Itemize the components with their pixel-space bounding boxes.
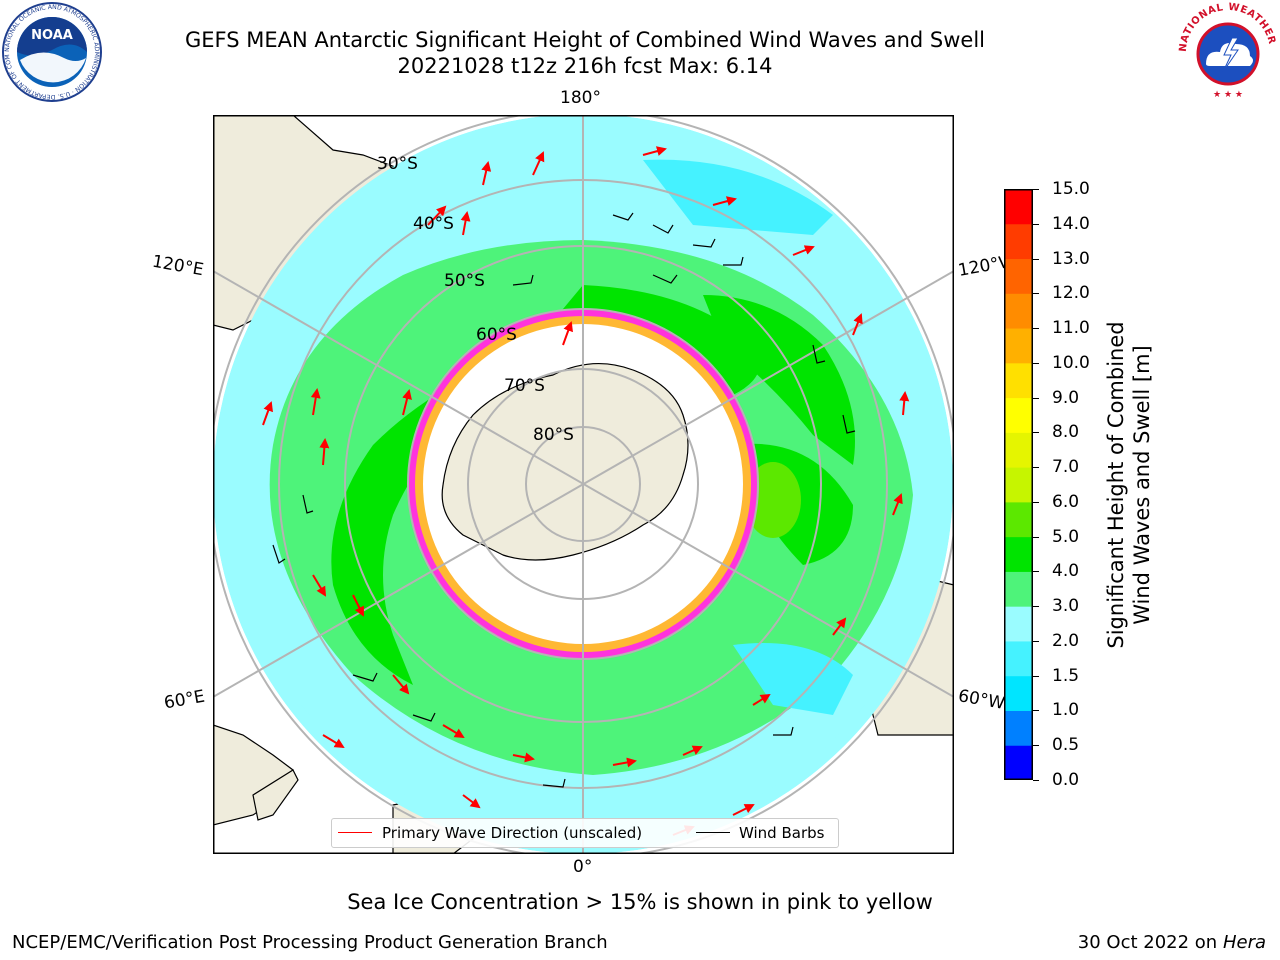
lon-label-0: 0° bbox=[573, 857, 593, 877]
colorbar-tick-label: 6.0 bbox=[1052, 491, 1080, 512]
colorbar-segment bbox=[1004, 640, 1033, 677]
lat-label-30s: 30°S bbox=[377, 154, 418, 174]
map-legend: Primary Wave Direction (unscaled) Wind B… bbox=[331, 818, 839, 848]
wave-direction-legend-label: Primary Wave Direction (unscaled) bbox=[382, 824, 643, 842]
noaa-logo-icon: NATIONAL OCEANIC AND ATMOSPHERIC ADMINIS… bbox=[2, 2, 102, 102]
colorbar-segment bbox=[1004, 328, 1033, 364]
lon-label-120e: 120°E bbox=[150, 251, 206, 281]
colorbar-segment bbox=[1004, 432, 1033, 468]
lat-label-50s: 50°S bbox=[444, 271, 485, 291]
colorbar bbox=[1004, 189, 1033, 780]
lon-label-180: 180° bbox=[560, 88, 601, 108]
colorbar-tick-mark bbox=[1033, 293, 1039, 295]
madagascar bbox=[252, 769, 299, 821]
wave-direction-legend-line bbox=[338, 832, 372, 833]
colorbar-tick-label: 3.0 bbox=[1052, 596, 1080, 617]
colorbar-tick-mark bbox=[1033, 571, 1039, 573]
lat-label-70s: 70°S bbox=[504, 376, 545, 396]
noaa-logo-text: NOAA bbox=[31, 28, 73, 43]
lat-label-60s: 60°S bbox=[476, 325, 517, 345]
colorbar-tick-label: 11.0 bbox=[1052, 318, 1090, 339]
colorbar-tick-label: 1.5 bbox=[1052, 665, 1080, 686]
wave-height-map bbox=[213, 115, 954, 854]
colorbar-tick-label: 9.0 bbox=[1052, 387, 1080, 408]
lat-label-40s: 40°S bbox=[413, 214, 454, 234]
colorbar-tick-label: 14.0 bbox=[1052, 213, 1090, 234]
colorbar-segment bbox=[1004, 710, 1033, 746]
lon-label-60w: 60°W bbox=[956, 686, 1007, 714]
nws-logo-icon: NATIONAL WEATHER SERVICE ★ ★ ★ bbox=[1176, 0, 1278, 102]
colorbar-tick-label: 5.0 bbox=[1052, 526, 1080, 547]
colorbar-tick-label: 12.0 bbox=[1052, 283, 1090, 304]
colorbar-segment bbox=[1004, 745, 1033, 780]
colorbar-tick-mark bbox=[1033, 536, 1039, 538]
colorbar-tick-label: 7.0 bbox=[1052, 457, 1080, 478]
lon-label-60e: 60°E bbox=[162, 686, 207, 714]
wave-direction-arrows bbox=[262, 146, 910, 836]
colorbar-tick-mark bbox=[1033, 258, 1039, 260]
colorbar-tick-mark bbox=[1033, 780, 1039, 781]
colorbar-tick-mark bbox=[1033, 432, 1039, 434]
colorbar-tick-label: 0.0 bbox=[1052, 770, 1080, 790]
colorbar-tick-mark bbox=[1033, 606, 1039, 608]
colorbar-segment bbox=[1004, 571, 1033, 607]
colorbar-label-line2: Wind Waves and Swell [m] bbox=[1130, 345, 1154, 625]
colorbar-label: Significant Height of Combined Wind Wave… bbox=[1103, 275, 1155, 695]
colorbar-tick-mark bbox=[1033, 501, 1039, 503]
colorbar-tick-label: 0.5 bbox=[1052, 735, 1080, 756]
sea-ice-note: Sea Ice Concentration > 15% is shown in … bbox=[347, 890, 933, 914]
colorbar-tick-mark bbox=[1033, 362, 1039, 364]
colorbar-border bbox=[1004, 189, 1033, 780]
colorbar-tick-label: 1.0 bbox=[1052, 700, 1080, 721]
colorbar-tick-label: 13.0 bbox=[1052, 248, 1090, 269]
colorbar-segment bbox=[1004, 258, 1033, 294]
colorbar-segment bbox=[1004, 293, 1033, 329]
colorbar-segment bbox=[1004, 362, 1033, 399]
colorbar-segment bbox=[1004, 536, 1033, 572]
colorbar-tick-mark bbox=[1033, 467, 1039, 469]
lat-label-80s: 80°S bbox=[533, 425, 574, 445]
colorbar-segment bbox=[1004, 606, 1033, 642]
colorbar-segment bbox=[1004, 675, 1033, 711]
colorbar-tick-label: 2.0 bbox=[1052, 630, 1080, 651]
colorbar-tick-label: 10.0 bbox=[1052, 352, 1090, 373]
date-value: 30 Oct 2022 on bbox=[1077, 932, 1223, 953]
colorbar-label-line1: Significant Height of Combined bbox=[1104, 321, 1128, 649]
graticule bbox=[213, 115, 954, 854]
colorbar-tick-mark bbox=[1033, 189, 1039, 190]
colorbar-tick-mark bbox=[1033, 675, 1039, 677]
colorbar-tick-mark bbox=[1033, 223, 1039, 225]
antarctica bbox=[441, 363, 689, 561]
colorbar-tick-mark bbox=[1033, 745, 1039, 747]
colorbar-tick-mark bbox=[1033, 710, 1039, 712]
colorbar-tick-mark bbox=[1033, 640, 1039, 642]
machine-name: Hera bbox=[1222, 932, 1266, 953]
colorbar-tick-label: 4.0 bbox=[1052, 561, 1080, 582]
chart-title: GEFS MEAN Antarctic Significant Height o… bbox=[184, 28, 986, 52]
colorbar-tick-mark bbox=[1033, 328, 1039, 330]
wind-barbs-legend-label: Wind Barbs bbox=[739, 824, 825, 842]
colorbar-segment bbox=[1004, 223, 1033, 260]
colorbar-tick-mark bbox=[1033, 397, 1039, 399]
colorbar-tick-label: 8.0 bbox=[1052, 422, 1080, 443]
date-text: 30 Oct 2022 on Hera bbox=[1078, 932, 1266, 953]
colorbar-tick-label: 15.0 bbox=[1052, 179, 1090, 199]
wind-barbs-legend-line bbox=[696, 832, 730, 833]
colorbar-segment bbox=[1004, 189, 1033, 225]
wind-barbs bbox=[272, 212, 856, 788]
chart-subtitle: 20221028 t12z 216h fcst Max: 6.14 bbox=[397, 54, 773, 78]
svg-text:★ ★ ★: ★ ★ ★ bbox=[1213, 90, 1243, 100]
credit-text: NCEP/EMC/Verification Post Processing Pr… bbox=[12, 932, 608, 953]
colorbar-segment bbox=[1004, 467, 1033, 503]
colorbar-segment bbox=[1004, 501, 1033, 538]
colorbar-segment bbox=[1004, 397, 1033, 433]
